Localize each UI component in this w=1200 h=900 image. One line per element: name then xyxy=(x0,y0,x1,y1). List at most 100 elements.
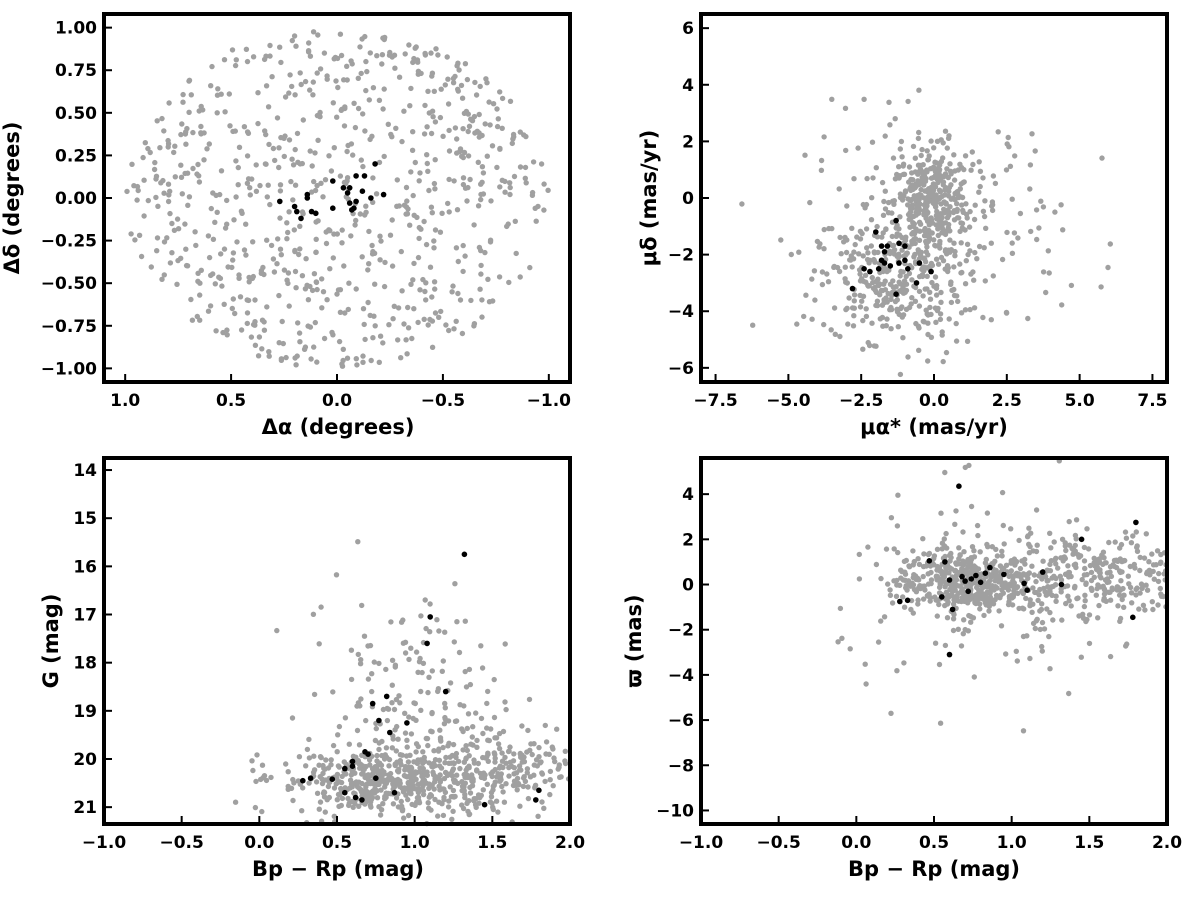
field-star-point xyxy=(957,228,963,235)
field-star-point xyxy=(1136,606,1142,612)
field-star-point xyxy=(292,92,298,98)
field-star-point xyxy=(999,587,1005,593)
field-star-point xyxy=(383,745,390,751)
field-star-point xyxy=(897,214,903,220)
field-star-point xyxy=(470,742,476,748)
field-star-point xyxy=(432,186,438,192)
field-star-point xyxy=(1078,654,1085,660)
field-star-point xyxy=(341,123,348,129)
field-star-point xyxy=(315,137,321,143)
field-star-point xyxy=(416,800,423,806)
field-star-point xyxy=(899,314,905,320)
field-star-point xyxy=(283,354,289,361)
field-star-point xyxy=(432,286,438,292)
field-star-point xyxy=(547,791,553,798)
field-star-point xyxy=(394,203,400,209)
field-star-point xyxy=(934,282,940,289)
field-star-point xyxy=(1062,540,1068,546)
field-star-point xyxy=(152,159,158,166)
member-star-point xyxy=(849,285,856,292)
y-tick-label: 18 xyxy=(73,654,97,674)
field-star-point xyxy=(439,668,445,674)
field-star-point xyxy=(525,727,531,734)
field-star-point xyxy=(960,631,966,637)
field-star-point xyxy=(1103,560,1109,566)
field-star-point xyxy=(440,658,446,664)
member-star-point xyxy=(962,578,968,584)
field-star-point xyxy=(299,209,306,215)
field-star-point xyxy=(305,297,312,303)
field-star-point xyxy=(303,256,309,262)
field-star-point xyxy=(293,362,299,368)
field-star-point xyxy=(190,129,196,136)
field-star-point xyxy=(519,759,525,765)
field-star-point xyxy=(259,762,266,768)
field-star-point xyxy=(934,613,940,619)
field-star-point xyxy=(370,175,376,181)
field-star-point xyxy=(541,805,547,811)
field-star-point xyxy=(356,742,363,748)
field-star-point xyxy=(416,224,422,231)
field-star-point xyxy=(246,279,252,285)
field-star-point xyxy=(931,237,937,243)
field-star-point xyxy=(291,227,297,233)
field-star-point xyxy=(1150,568,1156,575)
field-star-point xyxy=(462,185,469,191)
field-star-point xyxy=(450,808,456,814)
field-star-point xyxy=(852,241,858,248)
field-star-point xyxy=(503,706,509,713)
field-star-point xyxy=(333,78,339,84)
field-star-point xyxy=(368,357,374,364)
field-star-point xyxy=(469,734,475,740)
field-star-point xyxy=(857,271,863,277)
field-star-point xyxy=(1156,570,1162,577)
field-star-point xyxy=(952,583,959,590)
field-star-point xyxy=(387,770,394,777)
field-star-point xyxy=(430,769,436,775)
field-star-point xyxy=(449,289,455,295)
field-star-point xyxy=(271,269,278,275)
field-star-point xyxy=(460,126,466,132)
field-star-point xyxy=(530,159,537,165)
field-star-point xyxy=(475,760,481,767)
field-star-point xyxy=(403,337,409,343)
field-star-point xyxy=(391,303,397,309)
field-star-point xyxy=(953,338,960,344)
field-star-point xyxy=(931,553,938,559)
field-star-point xyxy=(138,253,145,260)
field-star-point xyxy=(416,786,422,792)
field-star-point xyxy=(974,522,981,529)
field-star-point xyxy=(178,131,184,138)
field-star-point xyxy=(374,788,380,794)
field-star-point xyxy=(941,206,947,212)
field-star-point xyxy=(291,33,298,39)
field-star-point xyxy=(427,629,433,635)
field-star-point xyxy=(460,175,467,181)
field-star-point xyxy=(450,283,456,289)
field-star-point xyxy=(950,195,957,201)
field-star-point xyxy=(936,601,942,608)
field-star-point xyxy=(348,647,355,653)
field-star-point xyxy=(447,784,453,790)
field-star-point xyxy=(432,310,439,316)
field-star-point xyxy=(1115,558,1121,564)
field-star-point xyxy=(1115,603,1121,609)
field-star-point xyxy=(314,70,320,76)
field-star-point xyxy=(266,141,272,148)
field-star-point xyxy=(411,55,417,62)
field-star-point xyxy=(916,561,923,568)
field-star-point xyxy=(262,128,268,134)
field-star-point xyxy=(821,134,827,140)
field-star-point xyxy=(1017,210,1024,217)
field-star-point xyxy=(308,356,314,362)
field-star-point xyxy=(911,193,917,199)
field-star-point xyxy=(897,582,903,588)
field-star-point xyxy=(427,601,433,607)
field-star-point xyxy=(539,799,545,805)
field-star-point xyxy=(889,210,895,216)
field-star-point xyxy=(401,815,407,821)
field-star-point xyxy=(492,751,498,758)
